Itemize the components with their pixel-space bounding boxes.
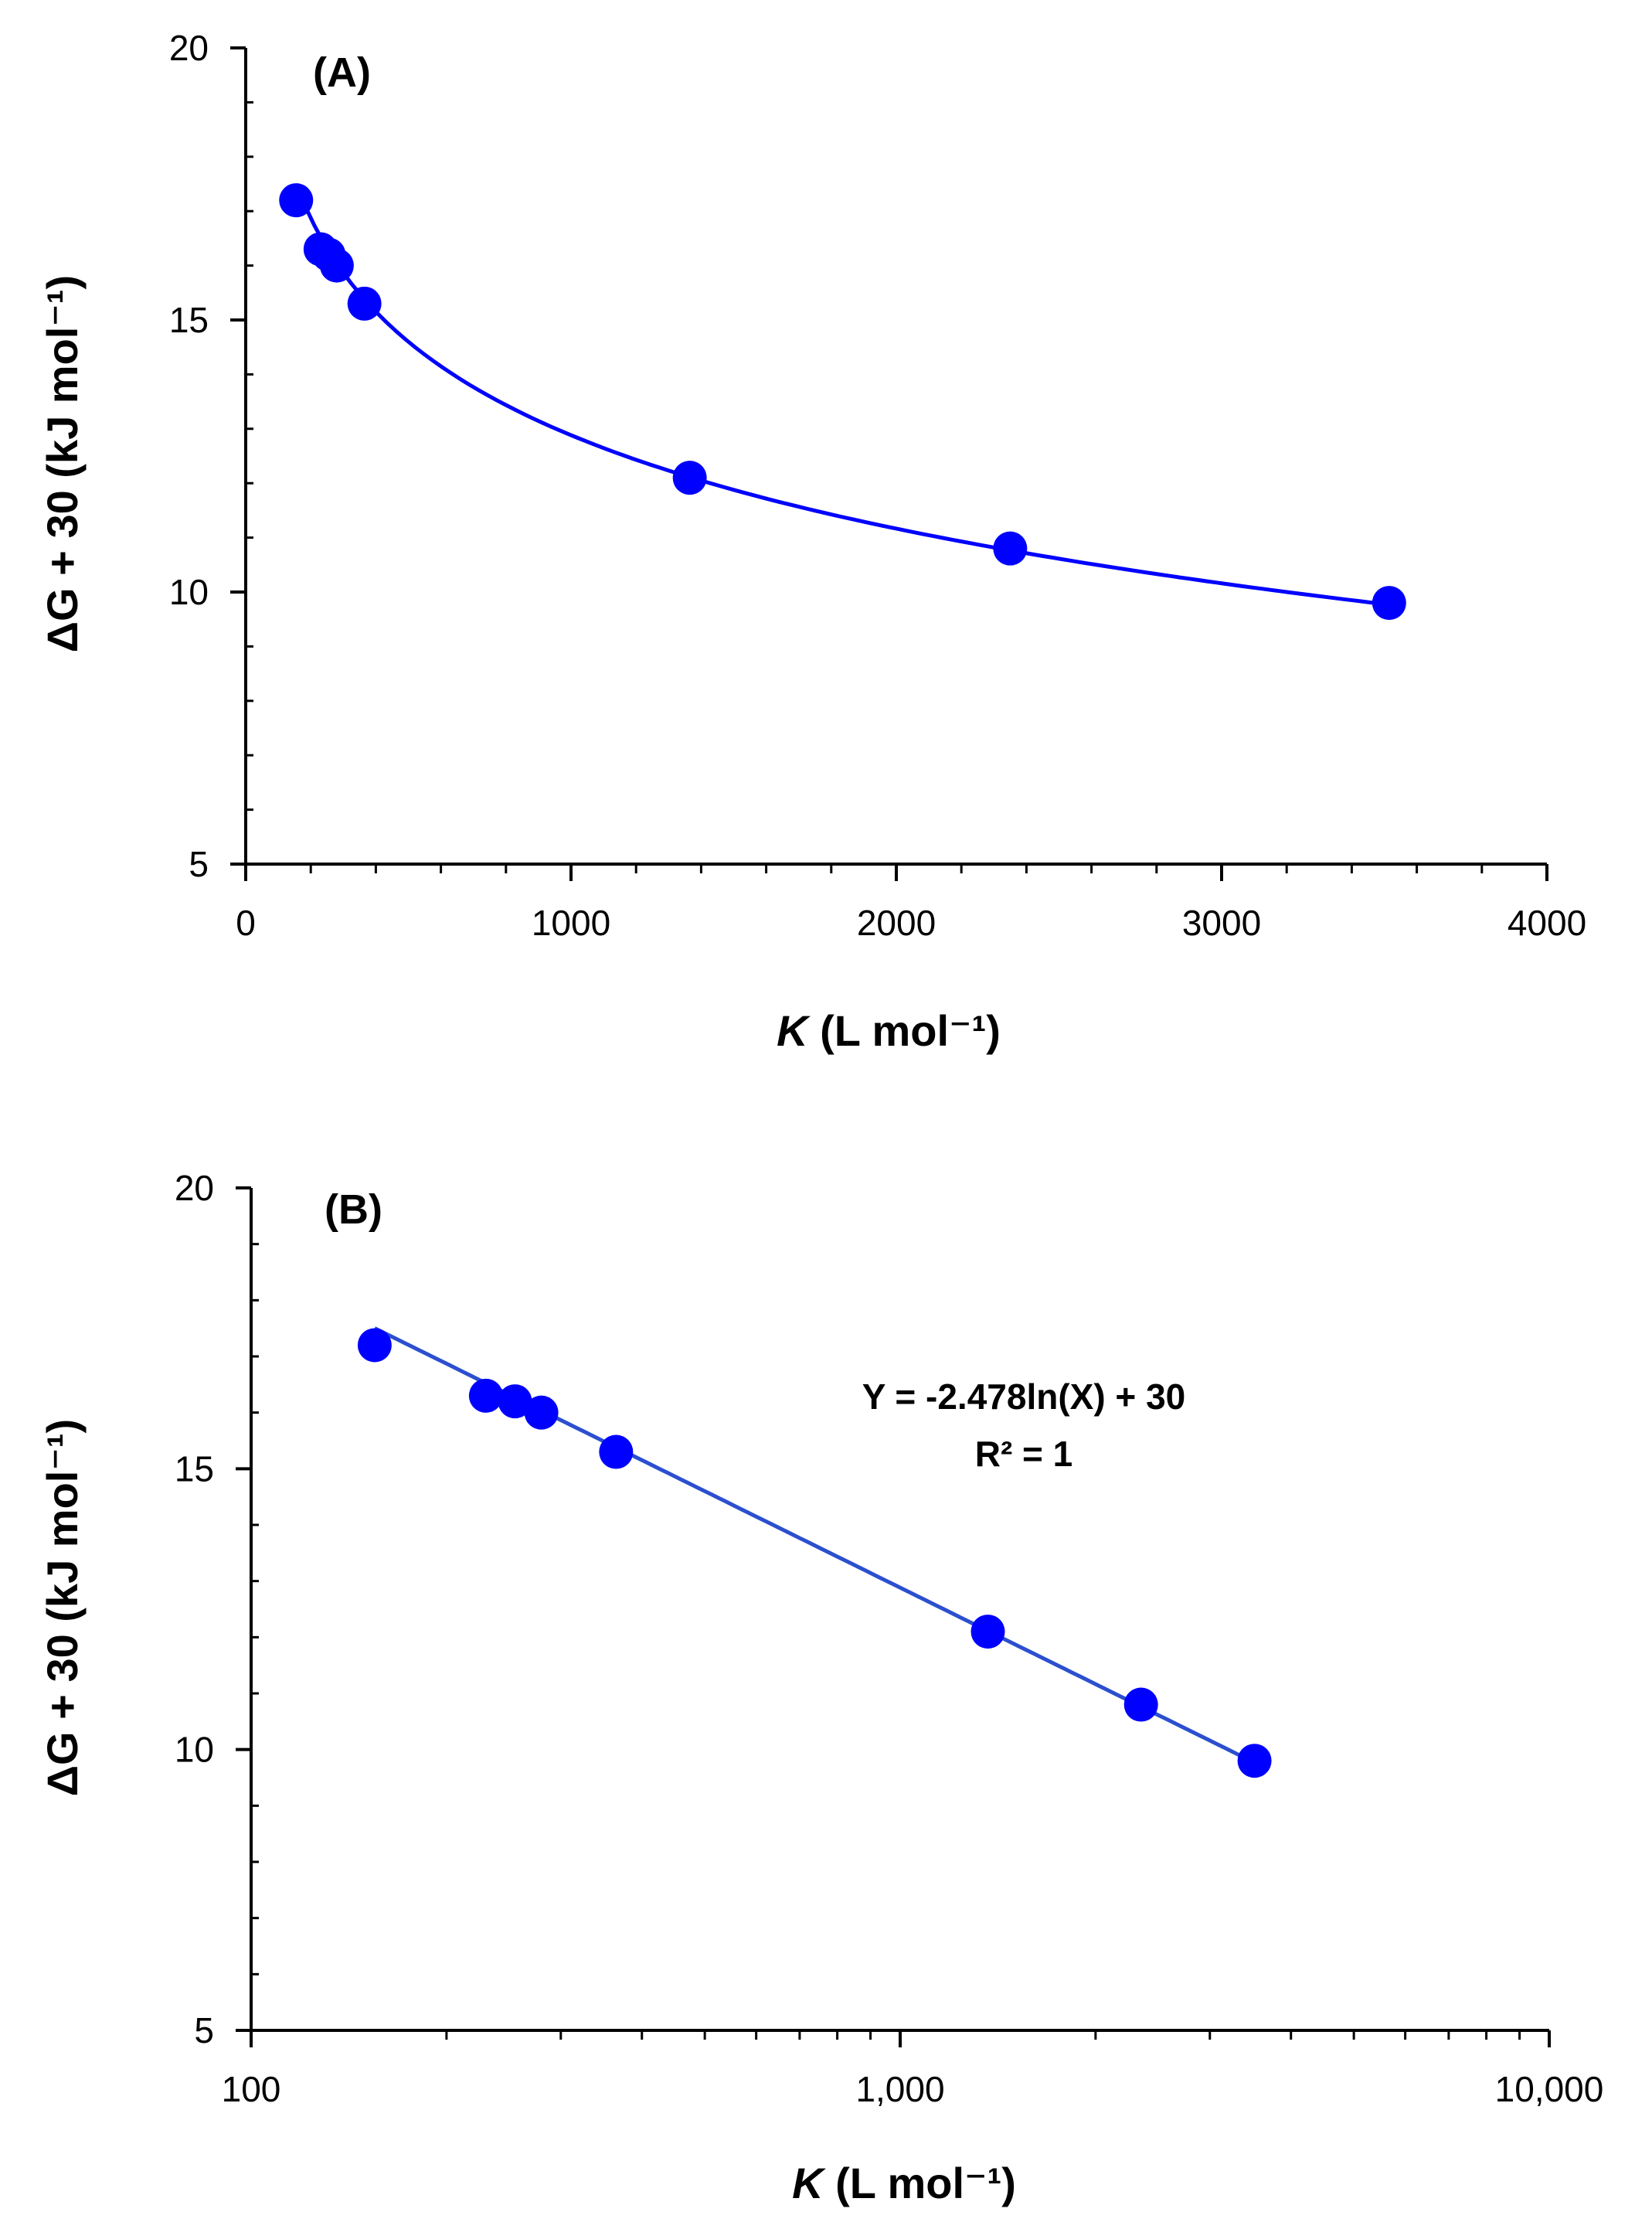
panel-b-axes: 5 10 15 20 100 1,000 10,000 [175, 1168, 1604, 2109]
panel-b-data-point [599, 1434, 634, 1469]
panel-a-x-axis-title: K (L mol⁻¹) [777, 1006, 1001, 1055]
panel-b-data-point [498, 1384, 532, 1419]
panel-a-y-tick-label: 10 [169, 572, 209, 612]
panel-b-data-point [357, 1328, 392, 1363]
panel-a-y-axis-title: ΔG + 30 (kJ mol⁻¹) [38, 275, 87, 652]
panel-a-data-point [993, 531, 1028, 566]
panel-a-x-axis-title-italic: K [777, 1006, 811, 1055]
panel-a-fit-curve [294, 182, 1390, 607]
panel-a-x-tick-label: 2000 [857, 903, 936, 943]
panel-b-y-tick-label: 15 [175, 1448, 214, 1489]
panel-a-label: (A) [313, 49, 371, 96]
fit-equation: Y = -2.478ln(X) + 30 [862, 1377, 1186, 1417]
panel-b-data-point [1237, 1744, 1272, 1778]
panel-b-y-tick-label: 5 [194, 2010, 214, 2050]
panel-b-data-point [524, 1395, 559, 1430]
panel-a-data-point [319, 248, 354, 283]
panel-a-y-tick-label: 20 [169, 28, 209, 68]
panel-b-x-tick-label: 1,000 [855, 2069, 944, 2109]
panel-b-x-axis-title-italic: K [792, 2159, 826, 2207]
panel-b-label: (B) [325, 1186, 382, 1233]
panel-b: 5 10 15 20 100 1,000 10,000 (B) ΔG + 30 (kJ mo… [38, 1168, 1603, 2207]
panel-a-data-point [672, 461, 707, 495]
panel-a-y-tick-label: 15 [169, 300, 209, 340]
panel-b-data-point [1123, 1687, 1158, 1722]
panel-a-data-point [279, 183, 314, 218]
panel-b-x-tick-label: 10,000 [1495, 2069, 1604, 2109]
panel-a-x-tick-label: 1000 [532, 903, 610, 943]
fit-r-squared: R² = 1 [975, 1434, 1073, 1474]
panel-a-x-tick-label: 0 [236, 903, 256, 943]
panel-b-y-tick-label: 20 [175, 1168, 214, 1208]
panel-b-data-point [970, 1615, 1005, 1649]
panel-b-x-tick-label: 100 [222, 2069, 281, 2109]
panel-a-x-axis-title-units: (L mol⁻¹) [808, 1006, 1001, 1055]
panel-a-x-tick-label: 3000 [1182, 903, 1261, 943]
panel-a-data-point [347, 286, 382, 321]
panel-a-data-point [1372, 586, 1406, 621]
panel-b-x-axis-title: K (L mol⁻¹) [792, 2159, 1016, 2207]
panel-a: 5 10 15 20 0 1000 2000 3000 4000 (A) ΔG + 30 (kJ… [38, 28, 1586, 1055]
panel-b-data-point [468, 1378, 503, 1413]
panel-a-axes: 5 10 15 20 0 1000 2000 3000 4000 [169, 28, 1586, 943]
panel-a-x-tick-label: 4000 [1508, 903, 1586, 943]
panel-b-x-axis-title-units: (L mol⁻¹) [824, 2159, 1016, 2207]
panel-b-y-axis-title: ΔG + 30 (kJ mol⁻¹) [38, 1419, 87, 1796]
panel-a-y-tick-label: 5 [189, 844, 209, 884]
panel-b-y-tick-label: 10 [175, 1730, 214, 1770]
